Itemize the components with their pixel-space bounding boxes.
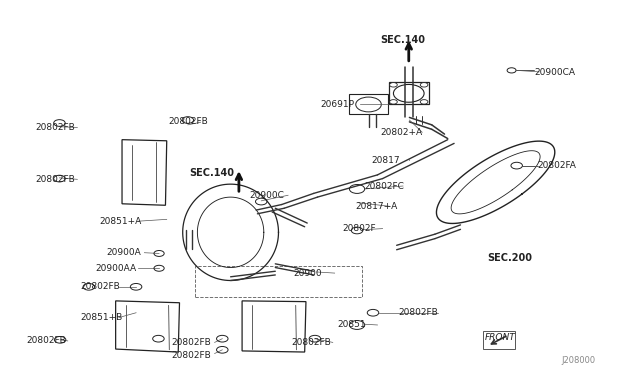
Text: FRONT: FRONT [484, 333, 515, 342]
Text: 20802FB: 20802FB [291, 338, 331, 347]
Text: 20900C: 20900C [250, 191, 285, 200]
Text: J208000: J208000 [561, 356, 595, 365]
Text: 20900CA: 20900CA [534, 68, 575, 77]
Text: 20802FB: 20802FB [81, 282, 120, 291]
Text: 20691P: 20691P [320, 100, 354, 109]
Circle shape [390, 83, 397, 87]
Text: SEC.140: SEC.140 [189, 168, 234, 178]
Text: 20802FB: 20802FB [36, 175, 76, 184]
Circle shape [390, 100, 397, 104]
Text: 20817+A: 20817+A [355, 202, 397, 211]
Text: 20851+B: 20851+B [81, 313, 123, 322]
Text: 20900: 20900 [293, 269, 322, 278]
Text: 20802FA: 20802FA [537, 161, 576, 170]
Text: 20900A: 20900A [106, 248, 141, 257]
Text: 20851: 20851 [337, 321, 366, 330]
Text: 20802+A: 20802+A [381, 128, 423, 137]
Text: 20802FB: 20802FB [398, 308, 438, 317]
Circle shape [420, 100, 428, 104]
Text: 20851+A: 20851+A [100, 217, 142, 226]
Text: 20802FB: 20802FB [172, 338, 212, 347]
Text: 20802FB: 20802FB [36, 123, 76, 132]
Text: SEC.140: SEC.140 [381, 35, 426, 45]
Circle shape [420, 83, 428, 87]
Text: 20802FB: 20802FB [26, 336, 66, 346]
Text: SEC.200: SEC.200 [487, 253, 532, 263]
Text: 20817: 20817 [371, 155, 400, 164]
Text: 20802FB: 20802FB [172, 351, 212, 360]
Text: 20802F: 20802F [342, 224, 376, 233]
Text: 20802FB: 20802FB [168, 117, 208, 126]
Text: 20900AA: 20900AA [95, 264, 136, 273]
Text: 20802FC: 20802FC [365, 182, 404, 190]
